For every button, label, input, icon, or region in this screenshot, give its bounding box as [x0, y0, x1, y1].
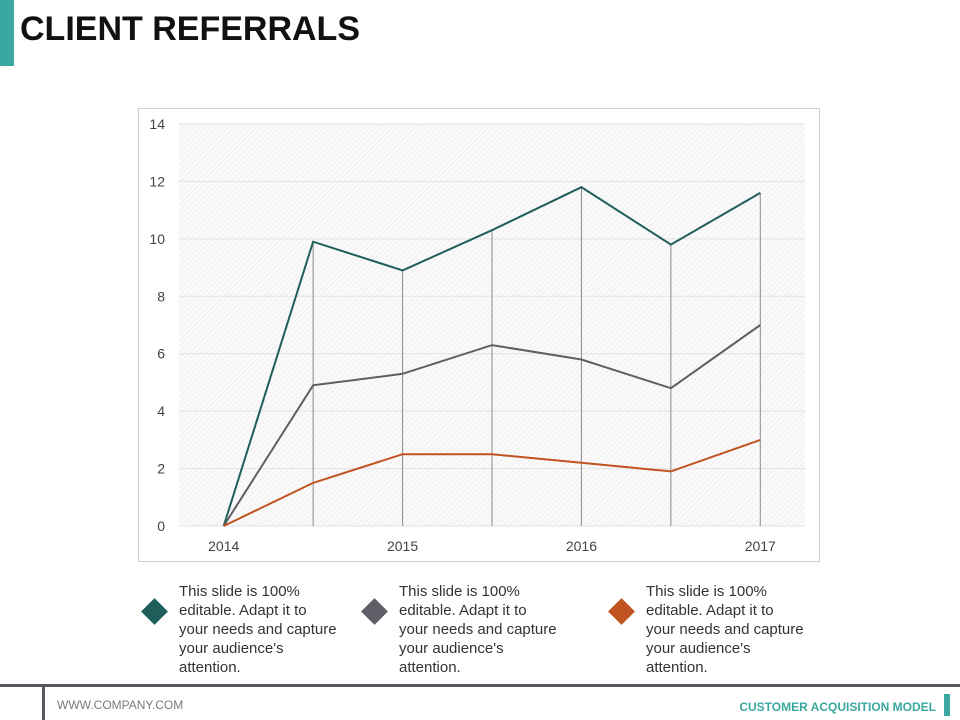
x-tick-label-2017: 2017: [745, 538, 776, 554]
footer-model-label: CUSTOMER ACQUISITION MODEL: [739, 700, 936, 714]
legend-text-2: This slide is 100% editable. Adapt it to…: [399, 583, 557, 676]
legend-diamond-icon-2: [361, 598, 388, 625]
footer-url: WWW.COMPANY.COM: [57, 698, 184, 712]
x-tick-label-2016: 2016: [566, 538, 597, 554]
y-tick-label-14: 14: [149, 116, 165, 132]
y-tick-label-4: 4: [157, 403, 165, 419]
y-tick-label-12: 12: [149, 173, 165, 189]
slide-title: CLIENT REFERRALS: [20, 10, 360, 48]
footer-divider: [0, 684, 960, 687]
series-line-3: [223, 438, 761, 527]
y-tick-label-6: 6: [157, 346, 165, 362]
legend-diamond-icon-1: [141, 598, 168, 625]
y-tick-label-2: 2: [157, 461, 165, 477]
x-tick-label-2014: 2014: [208, 538, 239, 554]
y-tick-label-10: 10: [149, 231, 165, 247]
legend-text-3: This slide is 100% editable. Adapt it to…: [646, 583, 804, 676]
series-line-1: [222, 186, 761, 527]
y-tick-label-8: 8: [157, 288, 165, 304]
chart-container: 0 2 4 6 8 10 12 14 2014 2015 2016 2017: [138, 108, 820, 562]
series-line-2: [222, 324, 761, 527]
legend-diamond-icon-3: [608, 598, 635, 625]
legend-text-1: This slide is 100% editable. Adapt it to…: [179, 583, 337, 676]
x-tick-label-2015: 2015: [387, 538, 418, 554]
footer-accent-bar: [944, 694, 950, 716]
footer-left-bar: [42, 687, 45, 720]
title-accent-bar: [0, 0, 14, 66]
line-chart: 0 2 4 6 8 10 12 14 2014 2015 2016 2017: [149, 116, 805, 554]
y-tick-label-0: 0: [157, 518, 165, 534]
